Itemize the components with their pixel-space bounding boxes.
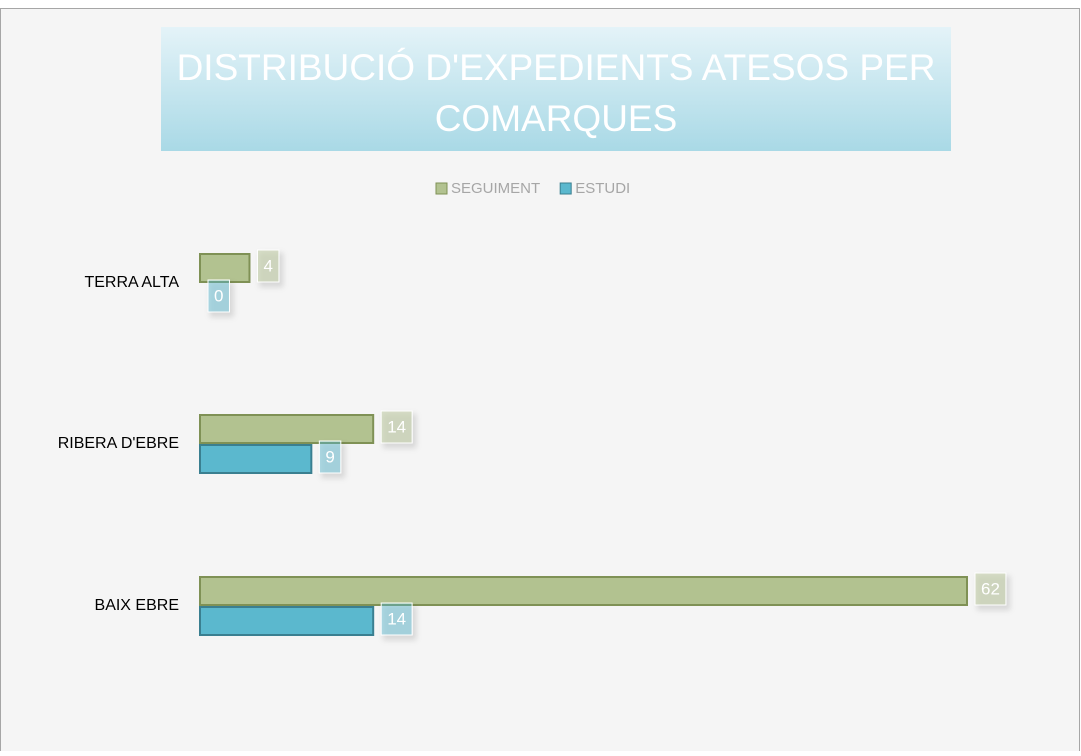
chart-title: DISTRIBUCIÓ D'EXPEDIENTS ATESOS PER COMAR… xyxy=(177,47,936,139)
data-label-text: 14 xyxy=(387,609,406,628)
data-label: 62 xyxy=(974,572,1007,606)
data-label-box xyxy=(207,279,230,313)
data-label: 4 xyxy=(256,249,280,283)
data-label-text: 0 xyxy=(214,286,223,305)
title-box xyxy=(161,27,951,151)
bar xyxy=(199,576,968,606)
data-label-text: 14 xyxy=(387,417,406,436)
data-label-text: 9 xyxy=(325,447,334,466)
data-label-text: 4 xyxy=(263,256,272,275)
data-label: 0 xyxy=(207,279,230,313)
category-label: BAIX EBRE xyxy=(95,597,179,614)
legend-swatch xyxy=(559,182,572,195)
bar xyxy=(199,414,375,444)
legend-swatch xyxy=(435,182,448,195)
data-label-box xyxy=(256,249,280,283)
legend-label: ESTUDI xyxy=(575,180,630,197)
bar xyxy=(199,606,375,636)
category-label: TERRA ALTA xyxy=(84,274,179,291)
data-label-box xyxy=(380,410,413,444)
bar xyxy=(199,253,251,283)
bar xyxy=(199,444,313,474)
data-label: 14 xyxy=(380,602,413,636)
data-label-box xyxy=(380,602,413,636)
data-label: 14 xyxy=(380,410,413,444)
data-label-box xyxy=(974,572,1007,606)
data-label-box xyxy=(318,440,342,474)
data-label-text: 62 xyxy=(981,579,1000,598)
data-label: 9 xyxy=(318,440,342,474)
legend-label: SEGUIMENT xyxy=(451,180,540,197)
category-label: RIBERA D'EBRE xyxy=(58,435,179,452)
